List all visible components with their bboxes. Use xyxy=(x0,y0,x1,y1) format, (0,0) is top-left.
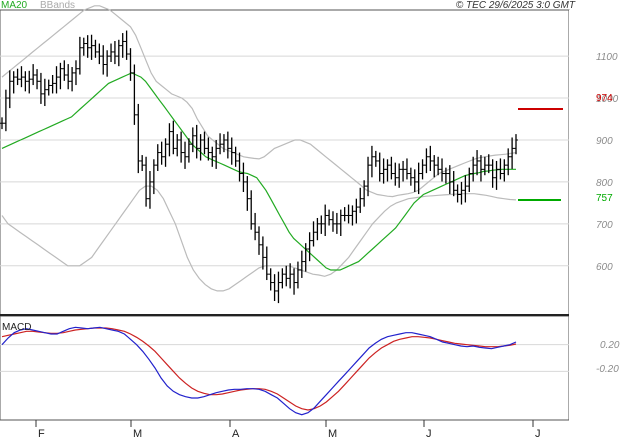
y-tick-label: 1100 xyxy=(596,52,618,63)
price-bars xyxy=(0,30,518,304)
month-label: F xyxy=(38,428,45,440)
month-label: M xyxy=(328,428,337,440)
bb-upper-line xyxy=(1,5,517,198)
copyright-text: © TEC 29/6/2025 3:0 GMT xyxy=(456,0,576,11)
macd-tick-label: 0.20 xyxy=(600,340,620,351)
y-tick-label: 1000 xyxy=(596,94,619,105)
moving-average-line xyxy=(1,72,516,271)
resistance-label: 974 xyxy=(596,93,613,104)
ma20-line xyxy=(1,72,516,271)
bbands-legend: BBands xyxy=(40,0,75,11)
macd-lines xyxy=(0,326,569,416)
ma-legend: MA20 xyxy=(1,0,28,11)
macd-line xyxy=(1,326,517,416)
right-gutter xyxy=(569,10,627,440)
month-label: A xyxy=(232,428,240,440)
macd-title: MACD xyxy=(2,322,31,333)
bollinger-bands xyxy=(1,5,517,292)
month-label: J xyxy=(535,428,541,440)
y-tick-label: 700 xyxy=(596,220,613,231)
level-lines xyxy=(518,107,563,201)
macd-tick-label: -0.20 xyxy=(596,364,619,375)
grid-lines xyxy=(0,55,569,267)
y-tick-label: 800 xyxy=(596,178,613,189)
bb-lower-line xyxy=(1,185,517,292)
y-tick-label: 600 xyxy=(596,262,613,273)
month-label: M xyxy=(133,428,142,440)
month-label: J xyxy=(426,428,432,440)
y-axis-ticks: 600 700 800 900 1000 1100 xyxy=(596,52,619,273)
y-tick-label: 900 xyxy=(596,136,613,147)
support-label: 757 xyxy=(596,193,613,204)
